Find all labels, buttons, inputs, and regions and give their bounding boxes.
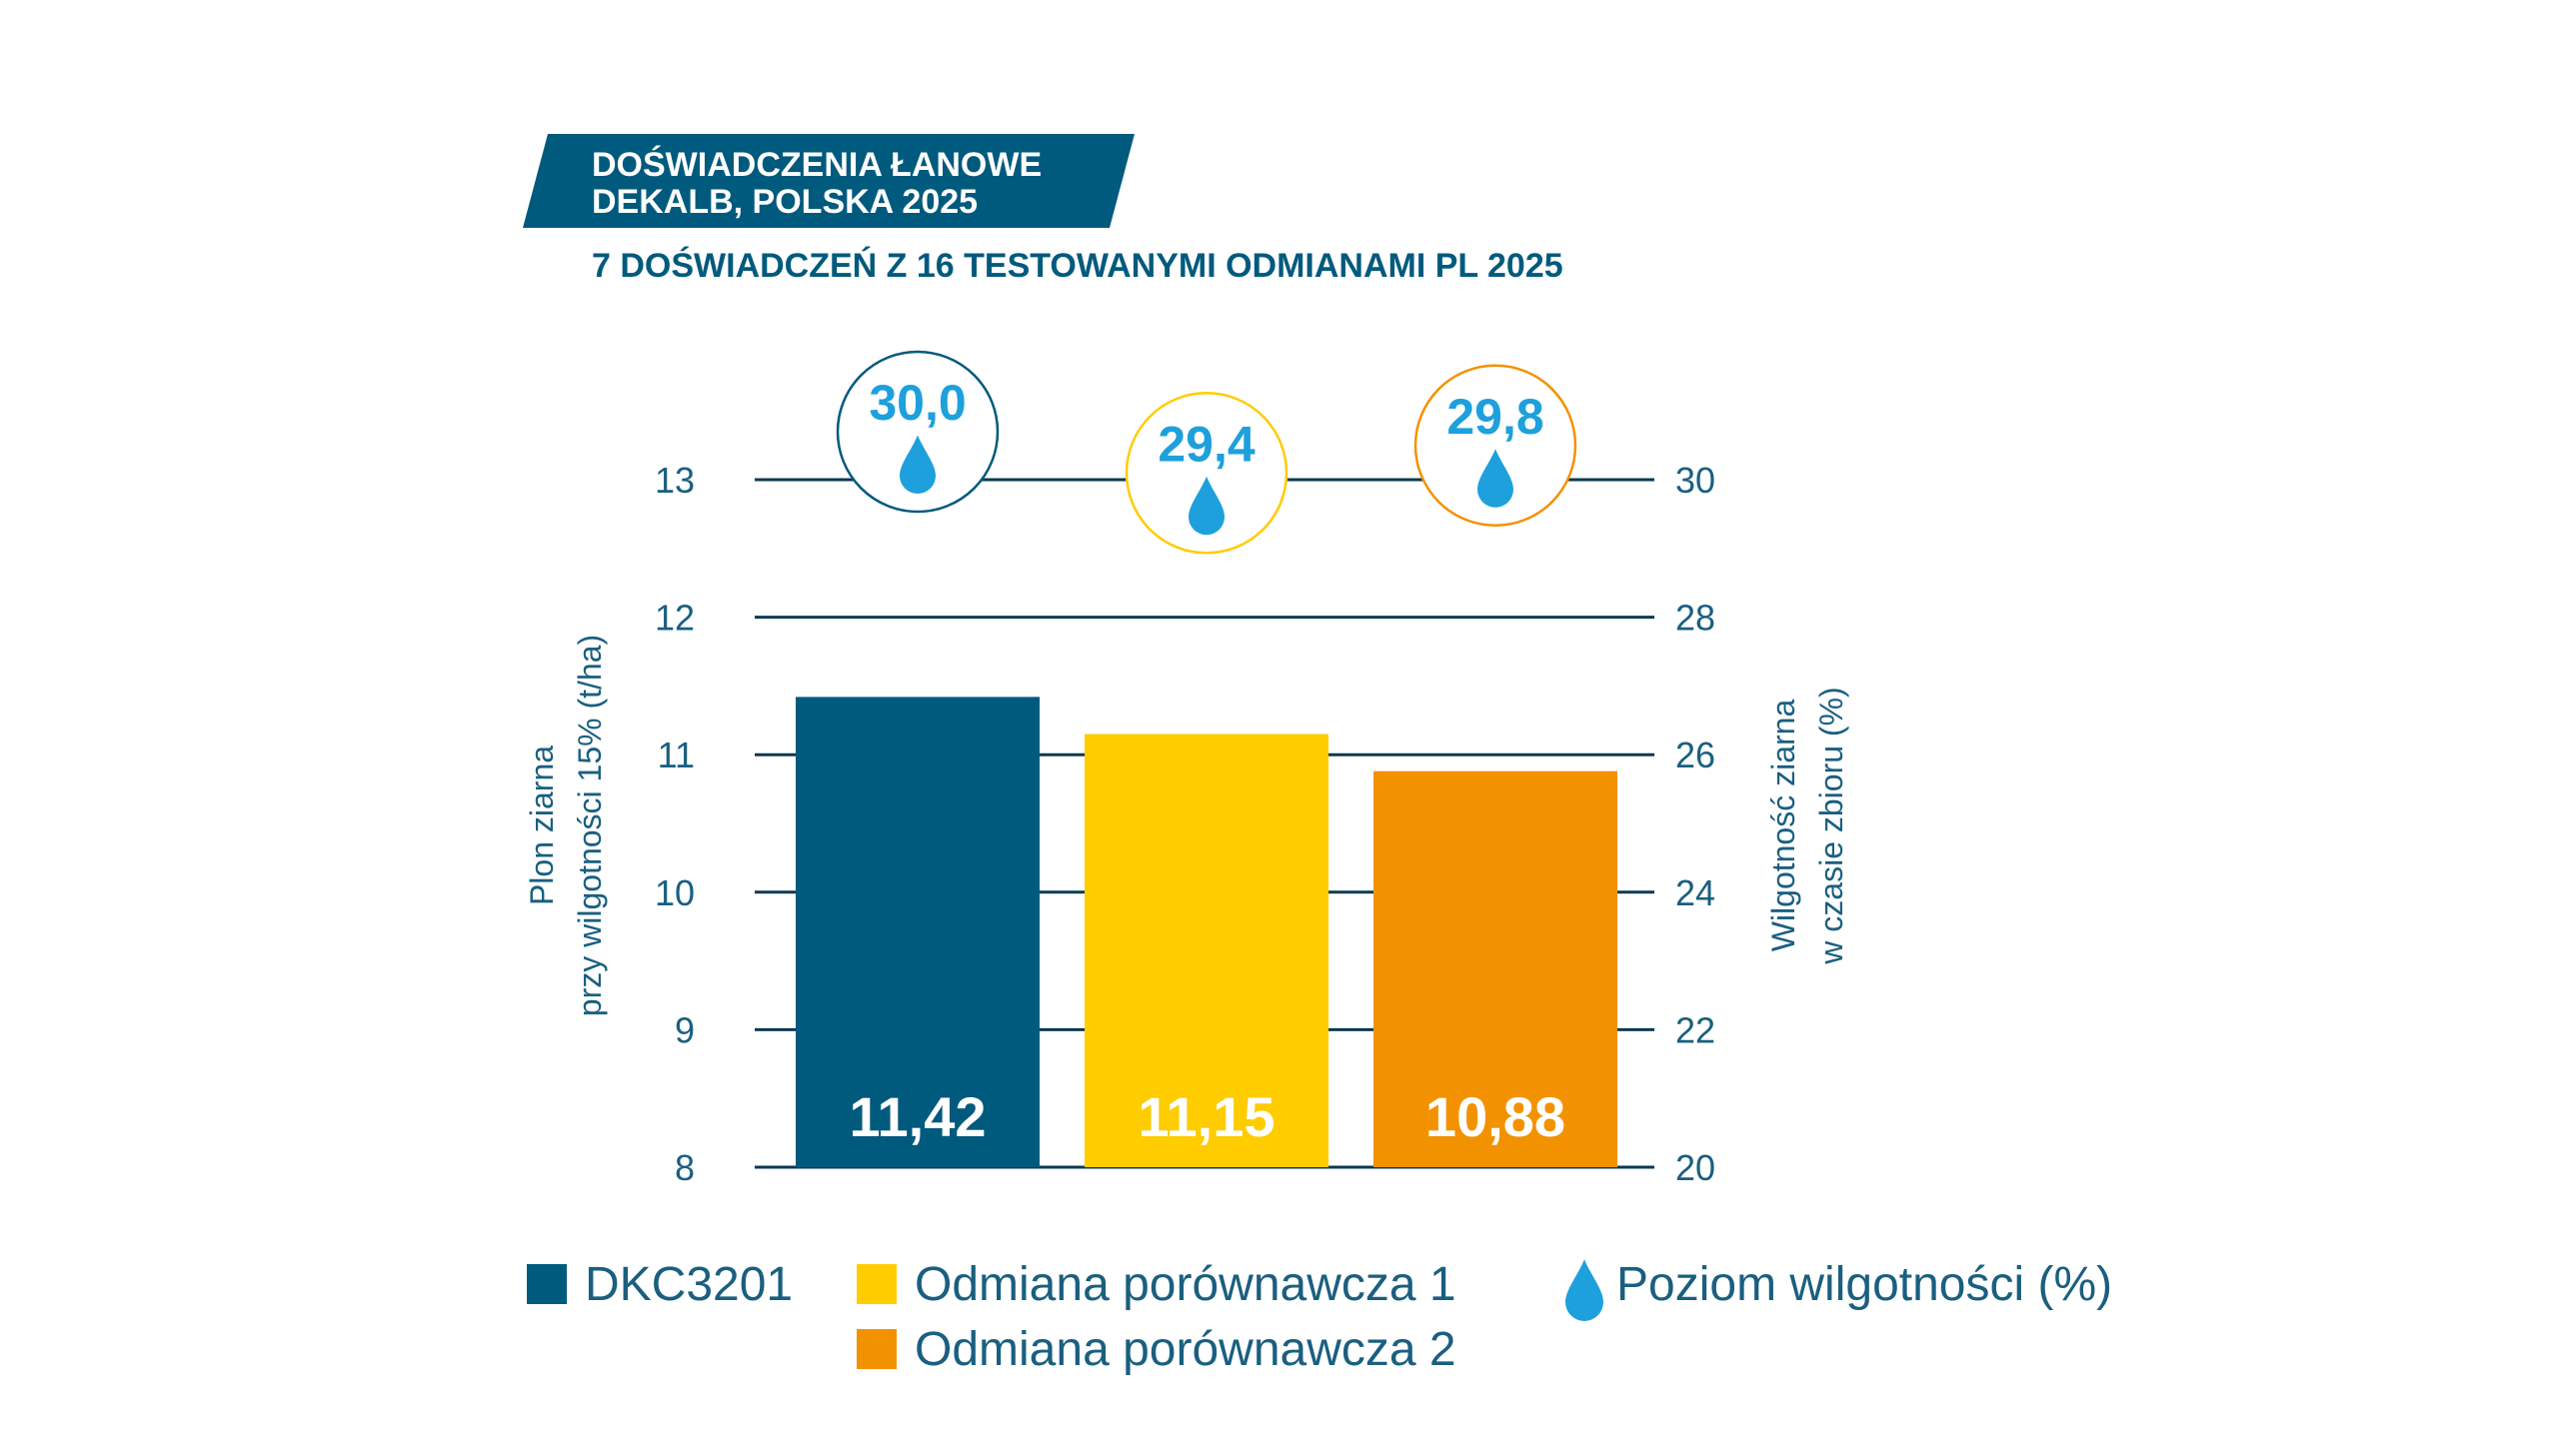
left-tick-label: 9: [675, 1009, 695, 1050]
legend-label: Odmiana porównawcza 2: [915, 1323, 1456, 1376]
legend-label: DKC3201: [585, 1258, 793, 1311]
header-banner: DOŚWIADCZENIA ŁANOWE DEKALB, POLSKA 2025: [523, 134, 1135, 228]
banner-line1: DOŚWIADCZENIA ŁANOWE: [592, 146, 1042, 184]
legend: DKC3201 Odmiana porównawcza 1 Odmiana poró…: [527, 1258, 2112, 1376]
right-axis-title-line2: w czasie zbioru (%): [1813, 687, 1849, 964]
left-tick-label: 10: [655, 872, 695, 913]
bars: 11,42 11,15 10,88: [796, 697, 1617, 1167]
moisture-value-label: 29,8: [1446, 389, 1543, 445]
right-axis-title-line1: Wilgotność ziarna: [1765, 700, 1801, 952]
right-axis-ticks: 20 22 24 26 28 30: [1675, 460, 1715, 1188]
right-tick-label: 24: [1675, 872, 1715, 913]
left-axis-title-line2: przy wilgotności 15% (t/ha): [572, 635, 608, 1016]
legend-label: Odmiana porównawcza 1: [915, 1258, 1456, 1311]
moisture-bubbles: 30,0 29,4 29,8: [836, 350, 1577, 555]
moisture-bubble: [1413, 364, 1577, 528]
banner-line2: DEKALB, POLSKA 2025: [592, 183, 978, 221]
drop-icon: [1477, 449, 1513, 508]
bar-value-label: 10,88: [1425, 1085, 1565, 1148]
legend-swatch: [857, 1329, 897, 1369]
legend-swatch: [857, 1264, 897, 1304]
right-tick-label: 22: [1675, 1009, 1715, 1050]
left-tick-label: 8: [675, 1147, 695, 1188]
legend-label: Poziom wilgotności (%): [1616, 1258, 2112, 1311]
left-tick-label: 11: [658, 734, 695, 775]
right-tick-label: 26: [1675, 734, 1715, 775]
right-tick-label: 30: [1675, 460, 1715, 501]
bar: [1373, 770, 1617, 1167]
bar: [796, 697, 1040, 1167]
moisture-bubble: [1125, 392, 1288, 555]
left-axis-ticks: 8 9 10 11 12 13: [655, 460, 695, 1188]
legend-swatch: [527, 1264, 567, 1304]
left-tick-label: 12: [655, 598, 695, 639]
drop-icon: [1189, 476, 1225, 536]
chart-subtitle: 7 DOŚWIADCZEŃ Z 16 TESTOWANYMI ODMIANAMI…: [592, 247, 1563, 285]
drop-icon: [1565, 1259, 1603, 1321]
bar-value-label: 11,15: [1138, 1085, 1275, 1148]
drop-icon: [900, 435, 936, 494]
bar: [1085, 733, 1328, 1167]
moisture-bubble: [836, 350, 1000, 514]
right-tick-label: 28: [1675, 598, 1715, 639]
left-axis-title-line1: Plon ziarna: [524, 745, 560, 905]
bar-value-label: 11,42: [849, 1085, 986, 1148]
right-tick-label: 20: [1675, 1147, 1715, 1188]
moisture-value-label: 30,0: [869, 375, 966, 431]
banner-shape: [523, 134, 1135, 228]
left-tick-label: 13: [655, 460, 695, 501]
moisture-value-label: 29,4: [1158, 416, 1256, 472]
